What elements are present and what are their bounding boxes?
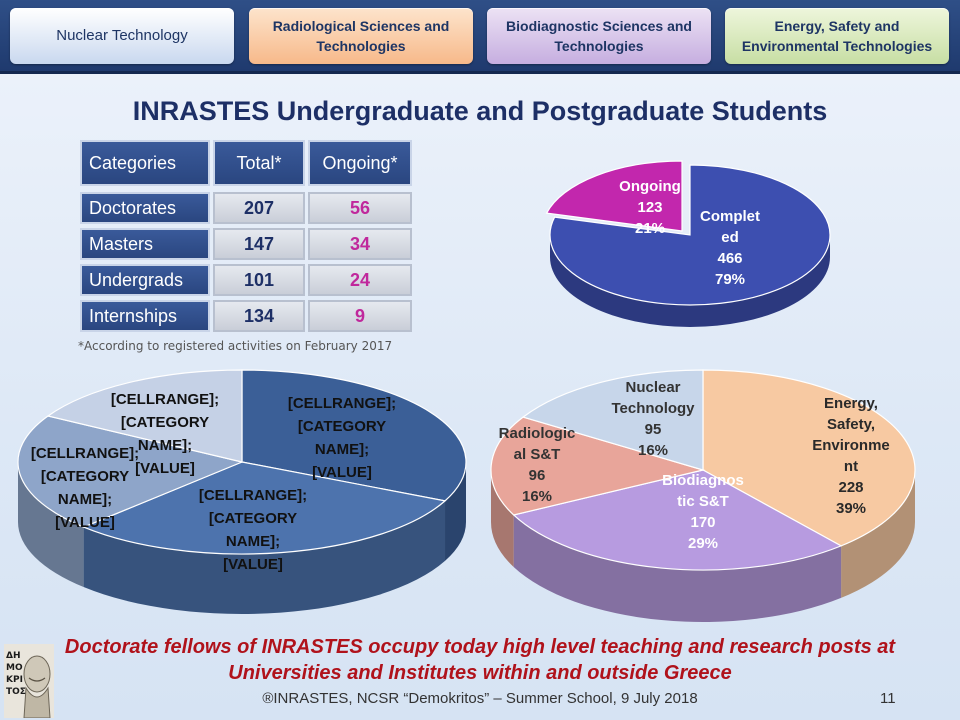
row-category: Internships (80, 300, 210, 332)
pie-label-placeholder-2: [CELLRANGE]; [CATEGORY NAME]; [VALUE] (199, 487, 307, 573)
pie-slice-energy-side (841, 470, 915, 598)
tab-nuclear-technology[interactable]: Nuclear Technology (10, 8, 234, 64)
row-ongoing: 56 (308, 192, 412, 224)
row-total: 147 (213, 228, 305, 260)
pie-slice-biodiagnostic-side (513, 514, 842, 622)
row-total: 101 (213, 264, 305, 296)
pie-label-radiological: Radiologic al S&T 96 16% (499, 425, 576, 505)
row-category: Doctorates (80, 192, 210, 224)
pie-label-placeholder-4: [CELLRANGE]; [CATEGORY NAME]; [VALUE] (111, 391, 219, 477)
svg-text:ΔΗ: ΔΗ (6, 651, 21, 661)
row-category: Masters (80, 228, 210, 260)
pie-slice-3 (17, 415, 244, 528)
pie-slice-3-side (18, 462, 84, 588)
table-header-ongoing: Ongoing* (308, 140, 412, 186)
pie-label-placeholder-3: [CELLRANGE]; [CATEGORY NAME]; [VALUE] (31, 445, 139, 531)
pie-label-nuclear: Nuclear Technology 95 16% (611, 379, 695, 459)
pie-label-ongoing: Ongoing 123 21% (619, 178, 681, 237)
pie-slice-completed (549, 164, 831, 306)
header-band: Nuclear Technology Radiological Sciences… (0, 0, 960, 74)
pie-slice-ongoing (545, 160, 683, 232)
bottom-message-line-2: Universities and Institutes within and o… (228, 662, 732, 684)
table-header-total: Total* (213, 140, 305, 186)
pie-slice-biodiagnostic (512, 469, 843, 571)
placeholder-pie-chart: [CELLRANGE]; [CATEGORY NAME]; [VALUE][CELLR… (17, 369, 467, 614)
pie-slice-1 (241, 369, 467, 502)
table-header-row: Categories Total* Ongoing* (80, 140, 412, 190)
pie-label-biodiagnostic: Biodiagnos tic S&T 170 29% (662, 472, 744, 552)
students-table: Categories Total* Ongoing* Doctorates 20… (80, 140, 412, 334)
row-total: 207 (213, 192, 305, 224)
status-pie-chart: Ongoing 123 21% Complet ed 466 79% (545, 160, 831, 327)
svg-text:ΤΟΣ: ΤΟΣ (6, 687, 26, 697)
table-row: Masters 147 34 (80, 226, 412, 262)
pie-slice-2 (82, 461, 447, 555)
pie-slice-4 (46, 369, 243, 463)
pie-slice-completed-side (550, 235, 830, 327)
pie-slice-nuclear (521, 369, 704, 471)
footer-copyright: ®INRASTES, NCSR “Demokritos” – Summer Sc… (262, 690, 698, 707)
pie-label-completed: Complet ed 466 79% (700, 208, 760, 288)
pie-label-placeholder-1: [CELLRANGE]; [CATEGORY NAME]; [VALUE] (288, 395, 396, 481)
department-pie-chart: Energy, Safety, Environme nt 228 39% Biodiagno… (490, 369, 916, 622)
table-row: Doctorates 207 56 (80, 190, 412, 226)
svg-text:ΚΡΙ: ΚΡΙ (6, 675, 23, 685)
pie-slice-radiological (490, 416, 706, 516)
demokritos-logo: ΔΗ ΜΟ ΚΡΙ ΤΟΣ (4, 644, 54, 718)
table-footnote: *According to registered activities on F… (78, 339, 393, 353)
table-row: Internships 134 9 (80, 298, 412, 334)
table-row: Undergrads 101 24 (80, 262, 412, 298)
tab-biodiagnostic-sciences[interactable]: Biodiagnostic Sciences and Technologies (487, 8, 711, 64)
pie-slice-1-side (445, 462, 466, 561)
page-number: 11 (880, 690, 896, 707)
row-ongoing: 34 (308, 228, 412, 260)
bottom-message: Doctorate fellows of INRASTES occupy tod… (0, 634, 960, 686)
row-ongoing: 9 (308, 300, 412, 332)
pie-label-energy: Energy, Safety, Environme nt 228 39% (812, 395, 890, 517)
bottom-message-line-1: Doctorate fellows of INRASTES occupy tod… (64, 636, 896, 658)
pie-slice-energy (702, 369, 916, 547)
tab-energy-safety-environmental[interactable]: Energy, Safety and Environmental Technol… (725, 8, 949, 64)
tab-radiological-sciences[interactable]: Radiological Sciences and Technologies (249, 8, 473, 64)
page-title: INRASTES Undergraduate and Postgraduate … (132, 96, 828, 126)
table-header-categories: Categories (80, 140, 210, 186)
svg-text:ΜΟ: ΜΟ (6, 663, 23, 673)
row-ongoing: 24 (308, 264, 412, 296)
row-total: 134 (213, 300, 305, 332)
pie-slice-2-side (83, 500, 446, 614)
row-category: Undergrads (80, 264, 210, 296)
